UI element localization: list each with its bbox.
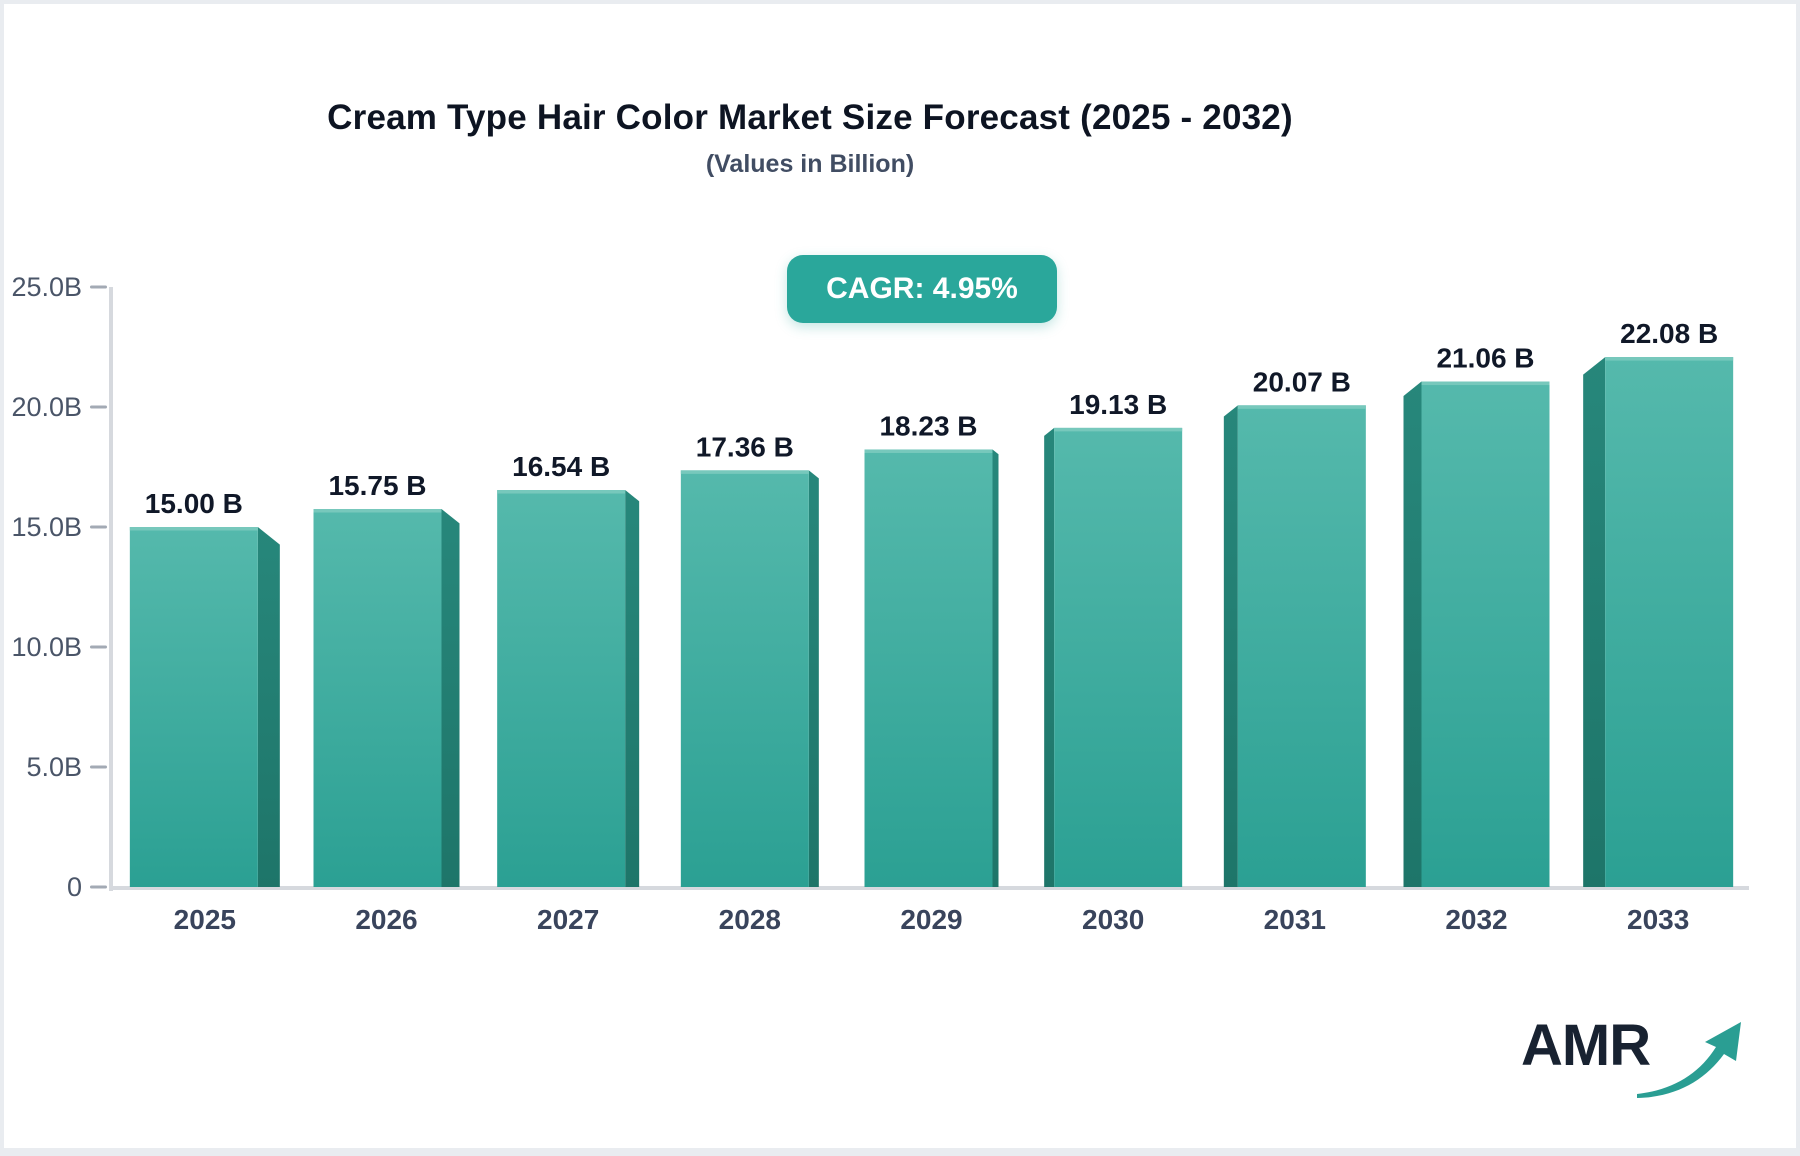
bar-2028 (680, 470, 819, 887)
y-tick-dash (90, 885, 107, 889)
y-tick-label: 15.0B (11, 512, 82, 542)
bar-value-label: 21.06 B (1436, 343, 1534, 374)
x-axis-line (109, 886, 1749, 890)
y-tick-dash (90, 285, 107, 289)
y-tick-label: 5.0B (26, 752, 82, 782)
bar-2030 (1044, 427, 1183, 887)
bar-value-label: 17.36 B (696, 431, 794, 462)
labels-layer: 15.00 B 2025 15.75 B 2026 16.54 B 2027 17.36 B… (145, 318, 1718, 935)
bar-side-panel (808, 470, 819, 887)
bar-2029 (864, 449, 999, 887)
bar-2027 (497, 490, 640, 887)
bar-top-cap (1054, 427, 1183, 432)
bar-value-label: 19.13 B (1069, 389, 1167, 420)
bar-face (1054, 427, 1183, 887)
amr-logo: AMR (1521, 998, 1741, 1108)
bar-2031 (1223, 405, 1366, 887)
axis-layer: 25.0B 20.0B 15.0B 10.0B 5.0B 0 (11, 272, 1749, 902)
bar-side-panel (441, 509, 460, 887)
bar-value-label: 18.23 B (879, 410, 977, 441)
bar-top-cap (864, 449, 993, 453)
cagr-badge-label: CAGR: 4.95% (826, 272, 1018, 305)
y-tick-label: 10.0B (11, 632, 82, 662)
x-category-label: 2026 (355, 904, 417, 935)
bar-value-label: 20.07 B (1253, 366, 1351, 397)
bar-face (864, 449, 993, 887)
y-tick-label: 25.0B (11, 272, 82, 302)
bar-face (129, 527, 258, 887)
bar-side-panel (1403, 381, 1422, 887)
bar-2025 (129, 527, 280, 887)
chart-card: Cream Type Hair Color Market Size Foreca… (4, 4, 1796, 1148)
x-category-label: 2030 (1082, 904, 1144, 935)
bar-top-cap (497, 490, 626, 494)
bar-top-cap (1421, 381, 1550, 386)
bar-side-panel (257, 527, 280, 887)
bar-value-label: 15.75 B (328, 470, 426, 501)
chart-title: Cream Type Hair Color Market Size Foreca… (327, 98, 1293, 137)
y-tick-dash (90, 645, 107, 649)
bar-face (1237, 405, 1366, 887)
bar-2026 (313, 509, 460, 887)
y-tick-label: 20.0B (11, 392, 82, 422)
bar-2032 (1403, 381, 1550, 887)
bar-side-panel (992, 449, 999, 887)
x-category-label: 2027 (537, 904, 599, 935)
y-tick-dash (90, 525, 107, 529)
bar-top-cap (680, 470, 809, 474)
y-tick-label: 0 (67, 872, 82, 902)
bar-top-cap (129, 527, 258, 531)
bar-face (313, 509, 442, 887)
bar-side-panel (1044, 427, 1055, 887)
bar-face (680, 470, 809, 887)
bar-2033 (1583, 357, 1734, 888)
bar-top-cap (313, 509, 442, 513)
x-category-label: 2025 (174, 904, 236, 935)
x-category-label: 2033 (1627, 904, 1689, 935)
x-category-label: 2031 (1264, 904, 1326, 935)
amr-logo-text: AMR (1521, 1013, 1651, 1078)
x-category-label: 2028 (719, 904, 781, 935)
x-category-label: 2029 (900, 904, 962, 935)
x-category-label: 2032 (1445, 904, 1507, 935)
y-tick-dash (90, 765, 107, 769)
chart-subtitle: (Values in Billion) (705, 150, 915, 178)
bar-side-panel (1223, 405, 1238, 887)
bar-value-label: 22.08 B (1620, 318, 1718, 349)
y-tick-dash (90, 405, 107, 409)
growth-arrow-icon (1637, 1022, 1741, 1098)
bars-layer (129, 357, 1734, 888)
cagr-badge: CAGR: 4.95% (787, 255, 1057, 323)
bar-top-cap (1237, 405, 1366, 409)
bar-face (497, 490, 626, 887)
bar-face (1421, 381, 1550, 887)
bar-side-panel (625, 490, 640, 887)
bar-value-label: 16.54 B (512, 451, 610, 482)
bar-face (1605, 357, 1734, 888)
bar-side-panel (1583, 357, 1606, 888)
bar-value-label: 15.00 B (145, 488, 243, 519)
y-axis-line (109, 287, 113, 891)
bar-top-cap (1605, 357, 1734, 361)
